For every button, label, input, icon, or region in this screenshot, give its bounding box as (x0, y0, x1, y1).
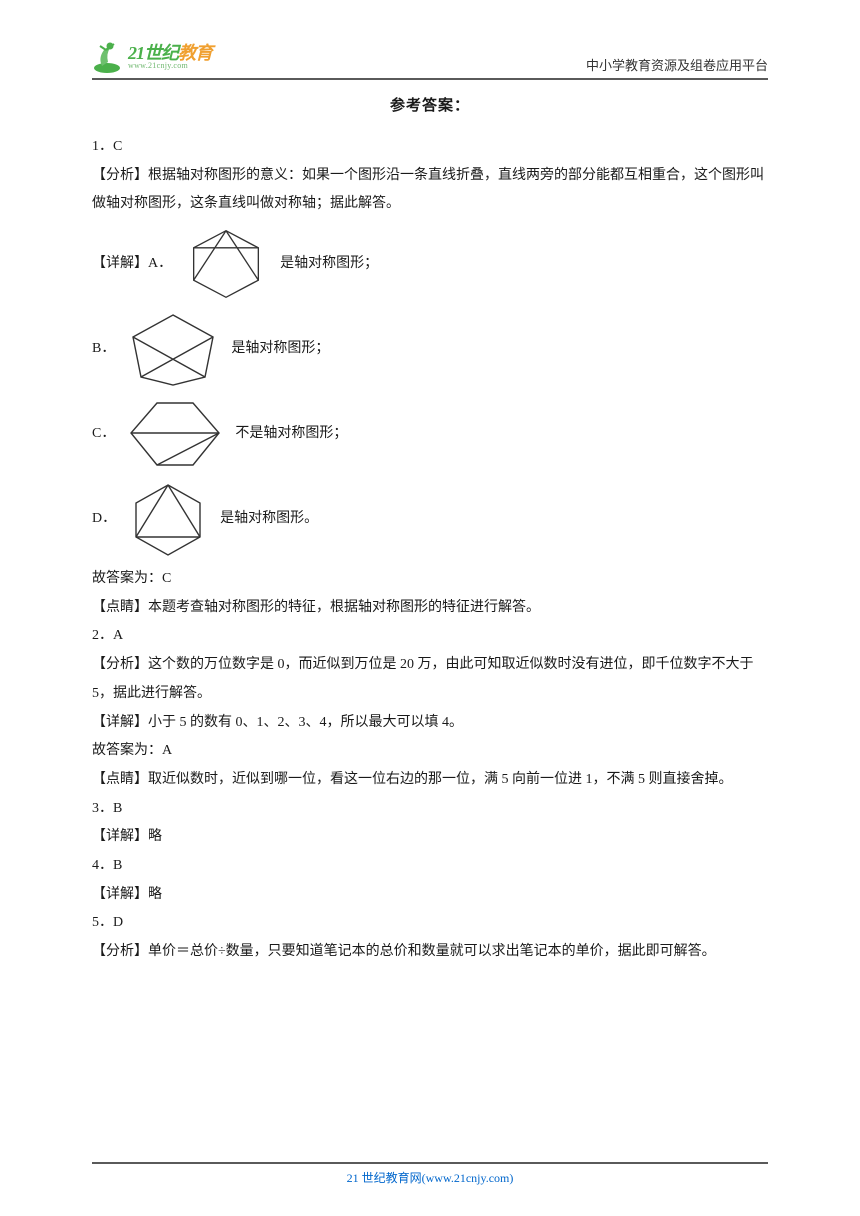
detail-label: 【详解】 (92, 887, 148, 902)
hexagon-a-icon (182, 225, 270, 303)
logo-url: www.21cnjy.com (128, 62, 212, 70)
answers-body: 1．C 【分析】根据轴对称图形的意义：如果一个图形沿一条直线折叠，直线两旁的部分… (92, 133, 768, 967)
q1-therefore: 故答案为：C (92, 565, 768, 594)
q2-detail-text: 小于 5 的数有 0、1、2、3、4，所以最大可以填 4。 (148, 715, 463, 730)
logo-main: 21世纪 (128, 43, 178, 63)
option-c-prefix: C． (92, 420, 115, 449)
footer-text: 21 世纪教育网(www.21cnjy.com) (347, 1171, 514, 1185)
q3-detail: 【详解】略 (92, 823, 768, 852)
option-d-suffix: 是轴对称图形。 (220, 505, 318, 534)
q1-analysis-text: 根据轴对称图形的意义：如果一个图形沿一条直线折叠，直线两旁的部分能都互相重合，这… (92, 168, 764, 212)
option-a-prefix: A． (148, 256, 172, 271)
hexagon-d-icon (126, 479, 210, 559)
q2-therefore: 故答案为：A (92, 737, 768, 766)
option-c-suffix: 不是轴对称图形； (235, 420, 347, 449)
q4-detail: 【详解】略 (92, 881, 768, 910)
q1-detail-label: 【详解】A． (92, 250, 172, 279)
q3-answer: 3．B (92, 795, 768, 824)
q4-detail-text: 略 (148, 887, 162, 902)
q1-option-c-row: C． 不是轴对称图形； (92, 395, 768, 473)
q1-note: 【点睛】本题考查轴对称图形的特征，根据轴对称图形的特征进行解答。 (92, 594, 768, 623)
q3-detail-text: 略 (148, 829, 162, 844)
detail-label: 【详解】 (92, 256, 148, 271)
q1-note-text: 本题考查轴对称图形的特征，根据轴对称图形的特征进行解答。 (148, 600, 540, 615)
analysis-label: 【分析】 (92, 944, 148, 959)
q2-analysis: 【分析】这个数的万位数字是 0，而近似到万位是 20 万，由此可知取近似数时没有… (92, 651, 768, 708)
q1-option-d-row: D． 是轴对称图形。 (92, 479, 768, 559)
option-d-prefix: D． (92, 505, 116, 534)
logo-icon (92, 40, 122, 74)
header: 21世纪教育 www.21cnjy.com 中小学教育资源及组卷应用平台 (92, 30, 768, 80)
logo-title: 21世纪教育 (128, 44, 212, 62)
q2-detail: 【详解】小于 5 的数有 0、1、2、3、4，所以最大可以填 4。 (92, 709, 768, 738)
detail-label: 【详解】 (92, 829, 148, 844)
page: 21世纪教育 www.21cnjy.com 中小学教育资源及组卷应用平台 参考答… (0, 0, 860, 1216)
analysis-label: 【分析】 (92, 657, 148, 672)
q5-answer: 5．D (92, 909, 768, 938)
option-b-suffix: 是轴对称图形； (231, 335, 329, 364)
note-label: 【点睛】 (92, 772, 148, 787)
logo: 21世纪教育 www.21cnjy.com (92, 40, 212, 74)
q1-analysis: 【分析】根据轴对称图形的意义：如果一个图形沿一条直线折叠，直线两旁的部分能都互相… (92, 162, 768, 219)
logo-text: 21世纪教育 www.21cnjy.com (128, 44, 212, 70)
note-label: 【点睛】 (92, 600, 148, 615)
q1-option-b-row: B． 是轴对称图形； (92, 309, 768, 389)
header-platform: 中小学教育资源及组卷应用平台 (586, 55, 768, 74)
hexagon-c-icon (125, 395, 225, 473)
q2-analysis-text: 这个数的万位数字是 0，而近似到万位是 20 万，由此可知取近似数时没有进位，即… (92, 657, 754, 701)
q2-note-text: 取近似数时，近似到哪一位，看这一位右边的那一位，满 5 向前一位进 1，不满 5… (148, 772, 733, 787)
hexagon-b-icon (125, 309, 221, 389)
q5-analysis: 【分析】单价＝总价÷数量，只要知道笔记本的总价和数量就可以求出笔记本的单价，据此… (92, 938, 768, 967)
q5-analysis-text: 单价＝总价÷数量，只要知道笔记本的总价和数量就可以求出笔记本的单价，据此即可解答… (148, 944, 716, 959)
option-b-prefix: B． (92, 335, 115, 364)
q4-answer: 4．B (92, 852, 768, 881)
q2-note: 【点睛】取近似数时，近似到哪一位，看这一位右边的那一位，满 5 向前一位进 1，… (92, 766, 768, 795)
analysis-label: 【分析】 (92, 168, 148, 183)
page-title: 参考答案： (92, 94, 768, 115)
q1-answer: 1．C (92, 133, 768, 162)
logo-accent: 教育 (178, 43, 212, 63)
q1-option-a-row: 【详解】A． 是轴对称图形； (92, 225, 768, 303)
detail-label: 【详解】 (92, 715, 148, 730)
option-a-suffix: 是轴对称图形； (280, 250, 378, 279)
footer: 21 世纪教育网(www.21cnjy.com) (92, 1162, 768, 1186)
q2-answer: 2．A (92, 622, 768, 651)
